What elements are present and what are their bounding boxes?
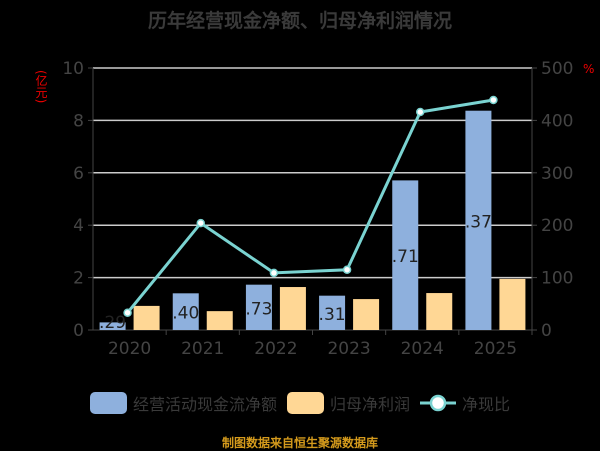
ratio-point-2025 xyxy=(489,95,498,105)
ratio-point-2024 xyxy=(416,107,425,117)
x-tick-label: 2023 xyxy=(327,339,370,359)
ratio-point-2020 xyxy=(123,308,132,317)
legend: 经营活动现金流净额 归母净利润 净现比 xyxy=(0,391,600,415)
data-label: .37 xyxy=(465,212,492,232)
ratio-point-2023 xyxy=(342,265,352,274)
y2-tick-label: 0 xyxy=(541,321,552,341)
legend-label: 净现比 xyxy=(462,395,511,414)
bar-profit-2021 xyxy=(206,311,233,330)
y-tick-label: 4 xyxy=(73,216,84,236)
x-tick-label: 2024 xyxy=(401,339,444,359)
bar-cashflow-2025 xyxy=(465,110,492,331)
y2-tick-label: 400 xyxy=(541,111,573,131)
y2-tick-label: 100 xyxy=(541,269,573,289)
y-tick-label: 8 xyxy=(73,111,84,131)
legend-label: 经营活动现金流净额 xyxy=(132,395,277,414)
y-tick-label: 10 xyxy=(62,59,84,79)
x-tick-label: 2025 xyxy=(474,339,517,359)
legend-item-cashflow[interactable]: 经营活动现金流净额 xyxy=(89,391,277,415)
chart-title: 历年经营现金净额、归母净利润情况 xyxy=(147,10,452,32)
data-label: .40 xyxy=(172,304,199,324)
legend-label: 归母净利润 xyxy=(329,395,410,414)
y2-tick-label: 200 xyxy=(541,216,573,236)
y-tick-label: 6 xyxy=(73,164,84,184)
x-tick-label: 2022 xyxy=(254,339,297,359)
legend-swatch-cashflow xyxy=(89,392,127,414)
data-label: .29 xyxy=(99,313,126,333)
source-footer: 制图数据来自恒生聚源数据库 xyxy=(221,436,378,450)
bar-profit-2025 xyxy=(499,278,526,330)
bar-cashflow-2020 xyxy=(99,322,126,330)
legend-swatch-profit xyxy=(286,392,324,414)
y-axis-label: (亿元) xyxy=(34,70,48,104)
bar-profit-2024 xyxy=(426,293,453,330)
bar-cashflow-2022 xyxy=(245,284,272,330)
y2-axis-label: % xyxy=(583,62,595,76)
ratio-line xyxy=(126,98,494,314)
bar-cashflow-2023 xyxy=(319,295,346,330)
bar-cashflow-2021 xyxy=(172,293,199,330)
y2-tick-label: 500 xyxy=(541,59,573,79)
legend-item-ratio[interactable]: 净现比 xyxy=(420,391,510,415)
x-tick-label: 2021 xyxy=(181,339,224,359)
ratio-point-2022 xyxy=(269,268,279,278)
data-label: .71 xyxy=(392,247,419,267)
legend-item-profit[interactable]: 归母净利润 xyxy=(286,391,410,415)
ratio-point-2021 xyxy=(196,218,205,228)
bar-profit-2023 xyxy=(353,299,380,330)
bar-cashflow-2024 xyxy=(392,180,419,330)
bar-profit-2020 xyxy=(133,305,160,330)
x-tick-label: 2020 xyxy=(108,339,151,359)
bar-profit-2022 xyxy=(279,287,306,330)
y-tick-label: 0 xyxy=(73,321,84,341)
y2-tick-label: 300 xyxy=(541,164,573,184)
y-tick-label: 2 xyxy=(73,269,84,289)
data-label: .73 xyxy=(245,299,272,319)
data-label: .31 xyxy=(319,305,346,325)
legend-line-marker-icon xyxy=(420,394,456,412)
